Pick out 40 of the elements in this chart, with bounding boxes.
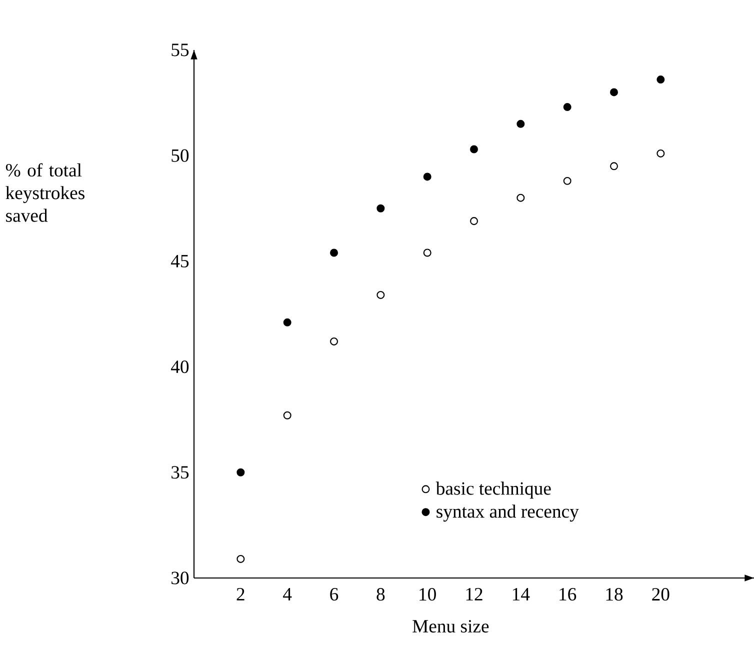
legend-label: syntax and recency	[436, 504, 579, 522]
point	[330, 248, 338, 257]
point	[563, 176, 572, 185]
point	[610, 88, 618, 96]
x-axis-title: Menu size	[412, 620, 489, 633]
point	[376, 290, 385, 299]
y-tick-label: 50	[172, 149, 189, 162]
legend-label: basic technique	[436, 482, 551, 499]
y-tick-label: 30	[172, 572, 189, 584]
point	[283, 411, 292, 420]
point	[423, 172, 432, 181]
point	[656, 149, 665, 158]
point	[376, 204, 385, 212]
x-tick-label: 2	[236, 588, 244, 600]
point	[516, 120, 525, 128]
point	[330, 337, 338, 346]
y-tick-label: 55	[172, 44, 189, 56]
point	[283, 318, 292, 326]
point	[236, 468, 245, 476]
x-tick-label: 12	[466, 588, 482, 600]
x-tick-label: 6	[330, 588, 338, 601]
point	[610, 162, 618, 170]
point	[423, 248, 432, 257]
y-tick-label: 40	[170, 360, 189, 374]
point	[516, 194, 525, 202]
point	[563, 103, 572, 112]
y-axis-title: % of total keystrokes saved	[6, 163, 84, 222]
y-tick-label: 45	[170, 254, 189, 268]
x-tick-label: 20	[652, 588, 670, 601]
x-tick-label: 4	[283, 588, 292, 600]
point	[470, 145, 478, 154]
point	[656, 76, 665, 84]
x-tick-label: 16	[560, 588, 576, 601]
x-tick-label: 10	[420, 588, 436, 601]
x-tick-label: 14	[512, 588, 530, 600]
y-tick-label: 35	[172, 466, 189, 479]
point	[470, 217, 478, 226]
point	[236, 554, 245, 563]
x-tick-label: 8	[376, 588, 385, 601]
x-tick-label: 18	[606, 588, 623, 601]
